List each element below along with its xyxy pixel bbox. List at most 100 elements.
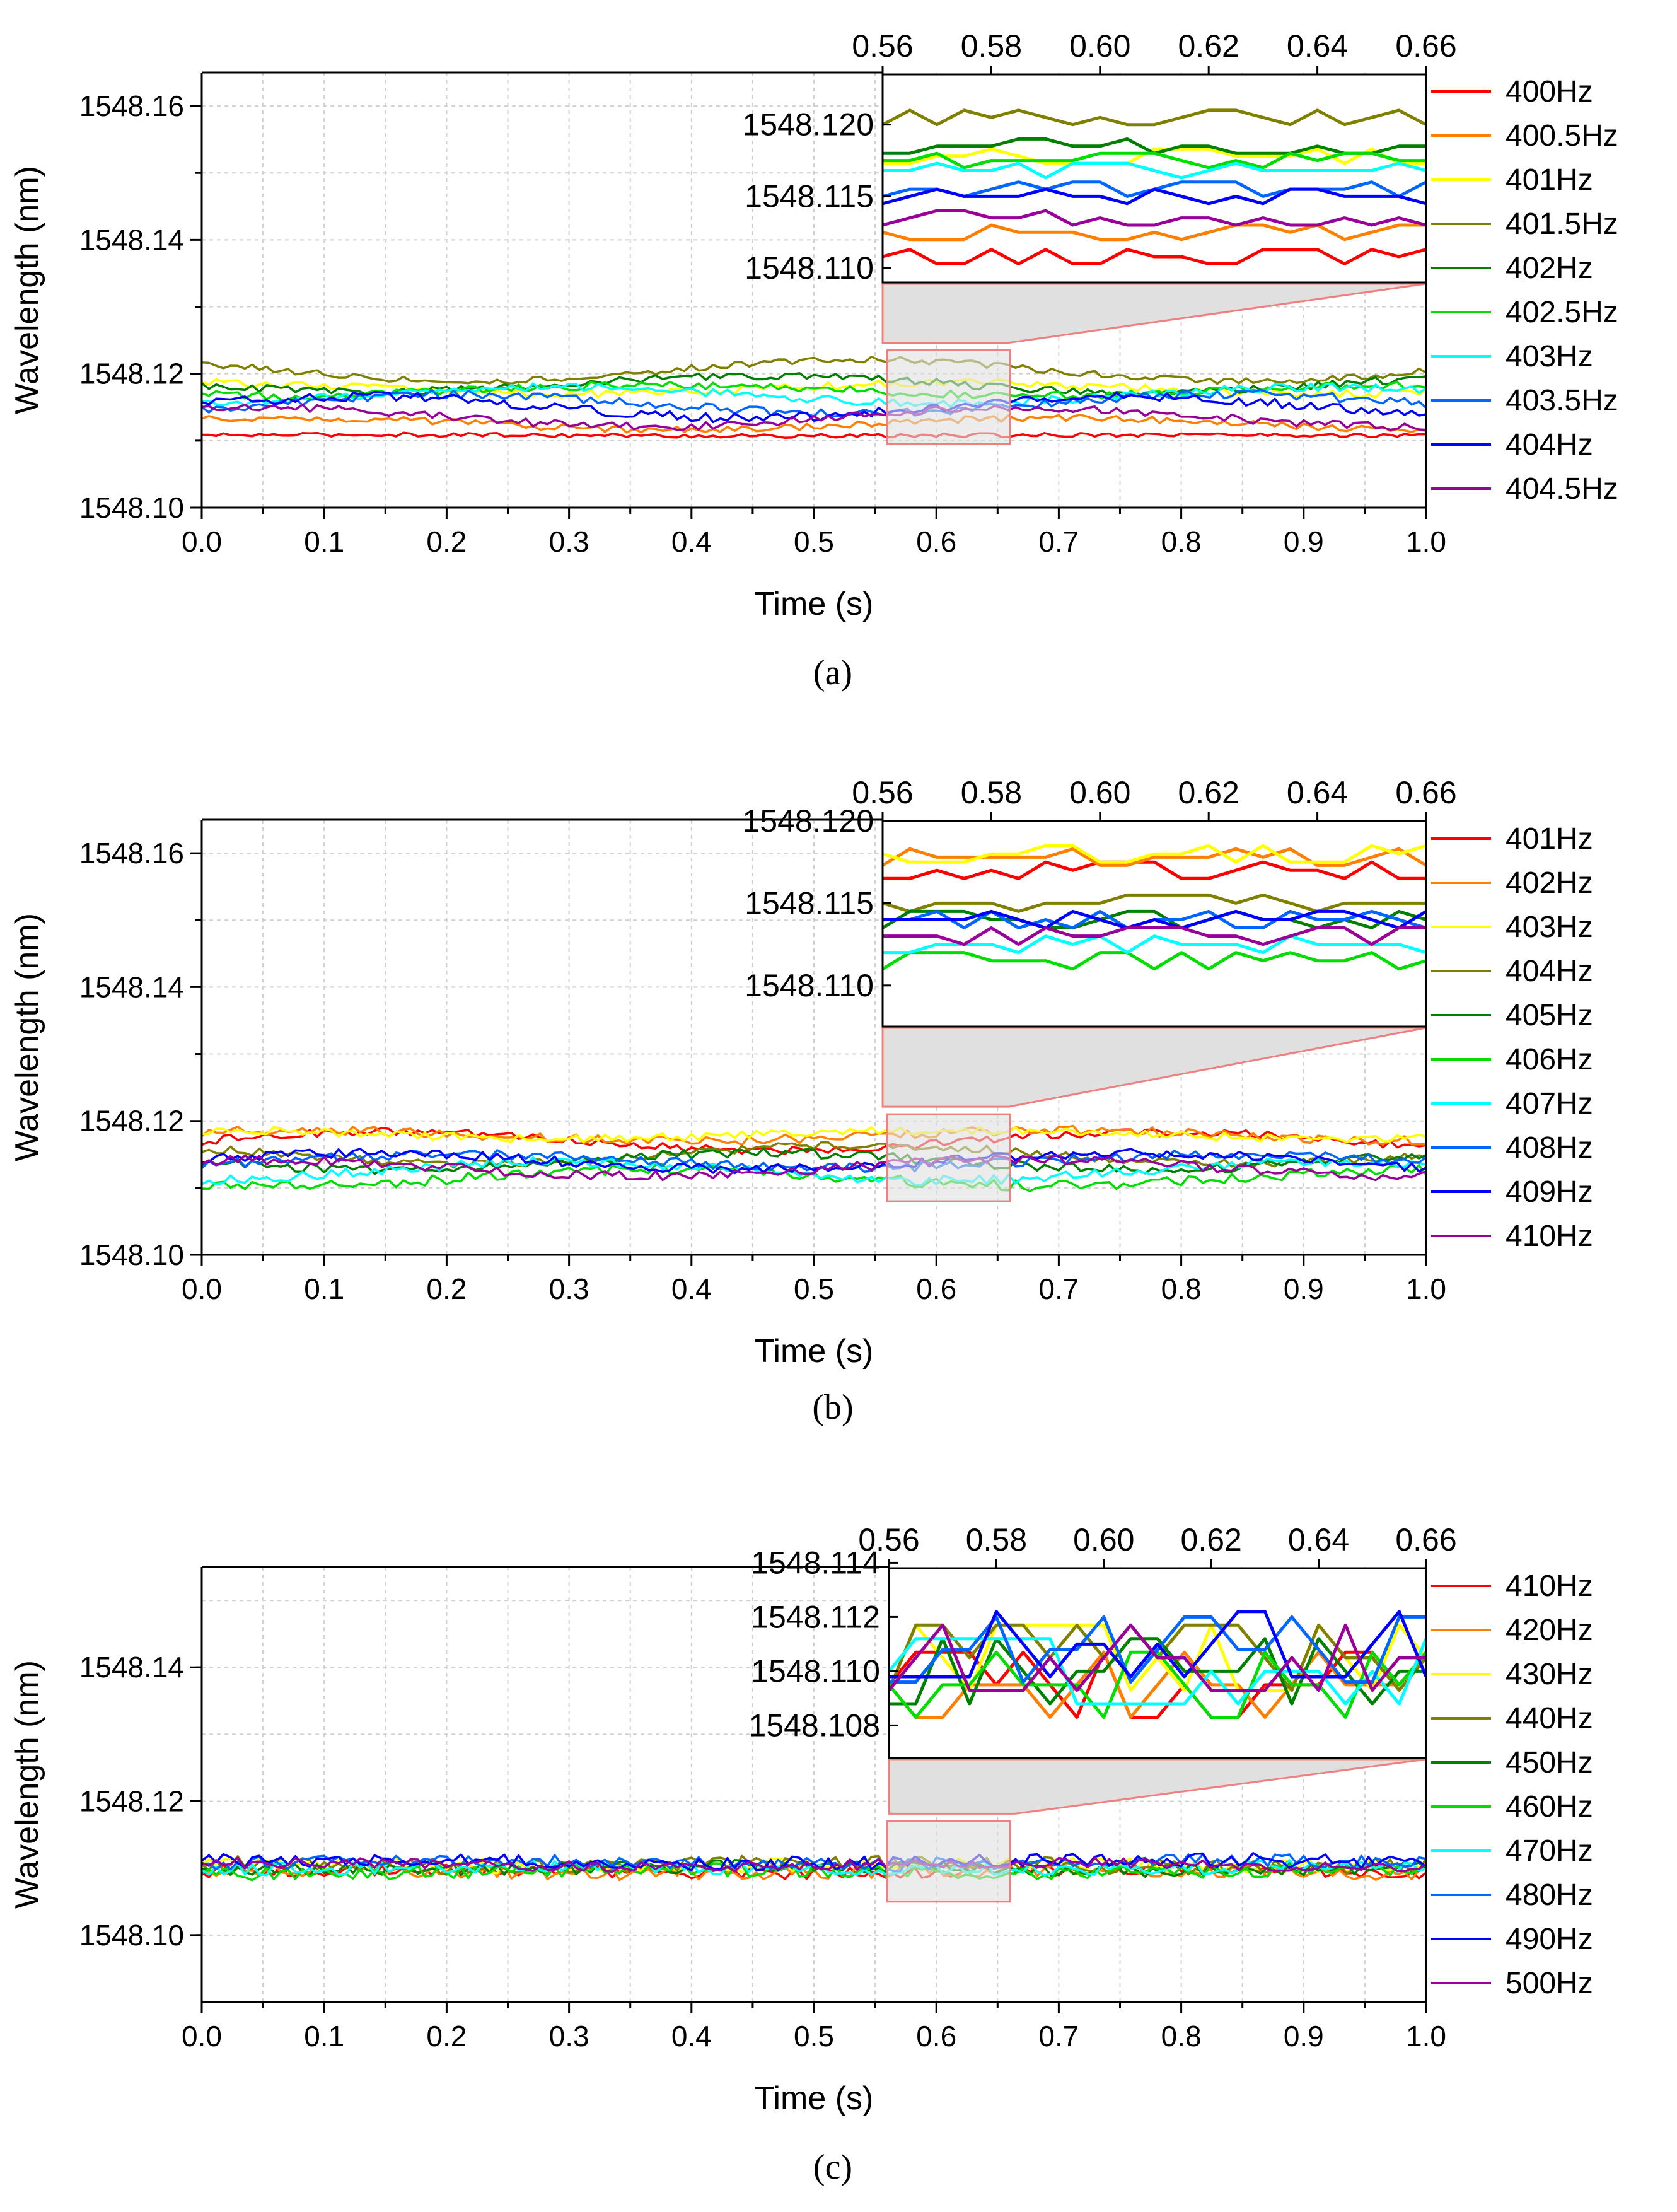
zoom-connector [881, 282, 1427, 344]
zoom-connector [881, 1027, 1427, 1108]
series-line-404Hz [201, 390, 1427, 424]
inset-x-tick-label: 0.64 [1287, 28, 1348, 64]
inset-x-tick-label: 0.60 [1069, 28, 1130, 64]
y-tick-label: 1548.14 [79, 223, 184, 256]
x-tick-label: 1.0 [1406, 2020, 1446, 2052]
legend-label: 403Hz [1506, 911, 1593, 944]
legend-label: 405Hz [1506, 999, 1593, 1032]
inset-y-tick-label: 1548.108 [748, 1708, 880, 1743]
inset-series-line-403Hz [883, 844, 1426, 864]
inset-series-group [889, 1610, 1426, 1719]
legend: 410Hz 420Hz 430Hz 440Hz 450Hz 460Hz 470Hz 480Hz… [1431, 1569, 1593, 2000]
x-tick-label: 0.0 [182, 525, 222, 558]
chart-panel-2: 0.0 0.1 0.2 0.3 0.4 0.5 0.6 0.7 0.8 0.9 1.0 1548.10… [9, 1522, 1593, 2187]
x-tick-label: 0.6 [916, 1272, 956, 1305]
inset-y-tick-label: 1548.120 [742, 803, 874, 839]
x-tick-label: 0.9 [1284, 2020, 1324, 2052]
series-line-401Hz [201, 378, 1427, 399]
inset-frame [881, 73, 1427, 284]
series-line-407Hz [201, 1156, 1427, 1186]
legend-label: 406Hz [1506, 1043, 1593, 1076]
chart-panel-1: 0.0 0.1 0.2 0.3 0.4 0.5 0.6 0.7 0.8 0.9 1.0 1548.10… [9, 775, 1593, 1427]
inset-y-tick-label: 1548.110 [745, 968, 874, 1003]
x-axis-label: Time (s) [755, 1333, 874, 1370]
legend-label: 407Hz [1506, 1087, 1593, 1121]
legend-label: 400Hz [1506, 75, 1593, 108]
series-line-400.5Hz [201, 414, 1427, 434]
inset-frame [888, 1567, 1427, 1759]
inset-frame [881, 820, 1427, 1028]
panel-caption: (b) [812, 1388, 853, 1427]
inset-series-line-401Hz [883, 147, 1426, 165]
series-line-401.5Hz [201, 355, 1427, 385]
x-tick-label: 0.2 [426, 525, 467, 558]
y-tick-label: 1548.10 [79, 491, 184, 524]
inset-x-tick-label: 0.56 [852, 28, 913, 64]
legend-label: 409Hz [1506, 1175, 1593, 1209]
inset-background [883, 821, 1426, 1027]
inset-y-tick-label: 1548.115 [745, 178, 874, 214]
panel-caption: (a) [813, 653, 852, 692]
legend-label: 404Hz [1506, 955, 1593, 988]
x-axis-label: Time (s) [755, 2080, 874, 2117]
series-line-500Hz [201, 1856, 1427, 1873]
inset-y-tick-label: 1548.110 [751, 1653, 880, 1689]
legend-label: 460Hz [1506, 1790, 1593, 1824]
legend-label: 410Hz [1506, 1569, 1593, 1603]
inset-series-group [883, 844, 1426, 971]
inset-x-tick-label: 0.62 [1178, 28, 1239, 64]
inset-series-line-400Hz [883, 248, 1426, 265]
inset-y-tick-label: 1548.112 [751, 1599, 880, 1634]
inset-series-line-401Hz [883, 860, 1426, 880]
x-tick-label: 1.0 [1406, 525, 1446, 558]
legend-label: 402Hz [1506, 866, 1593, 900]
x-tick-label: 0.8 [1161, 2020, 1202, 2052]
legend-label: 404.5Hz [1506, 472, 1618, 506]
inset-x-tick-label: 0.66 [1395, 1522, 1456, 1557]
legend-label: 470Hz [1506, 1834, 1593, 1868]
y-tick-label: 1548.10 [79, 1238, 184, 1271]
y-tick-label: 1548.12 [79, 358, 184, 390]
x-tick-label: 0.7 [1038, 2020, 1079, 2052]
inset-series-line-405Hz [883, 909, 1426, 929]
legend-label: 401Hz [1506, 163, 1593, 197]
inset-x-tick-label: 0.60 [1069, 775, 1130, 810]
legend-label: 402Hz [1506, 252, 1593, 285]
legend: 400Hz 400.5Hz 401Hz 401.5Hz 402Hz 402.5Hz 403H… [1431, 75, 1618, 506]
legend-label: 401Hz [1506, 822, 1593, 856]
inset-background [883, 74, 1426, 282]
series-line-403Hz [201, 1126, 1427, 1143]
x-tick-label: 1.0 [1406, 1272, 1446, 1305]
series-line-400Hz [202, 431, 1427, 439]
x-tick-label: 0.2 [426, 1272, 467, 1305]
series-line-409Hz [201, 1148, 1427, 1175]
legend-label: 404Hz [1506, 428, 1593, 462]
inset-y-tick-label: 1548.114 [751, 1545, 880, 1580]
inset-plot: 0.56 0.58 0.60 0.62 0.64 0.66 1548.108 1548.110… [748, 1522, 1457, 1759]
x-tick-label: 0.0 [182, 1272, 222, 1305]
chart-panel-0: 0.0 0.1 0.2 0.3 0.4 0.5 0.6 0.7 0.8 0.9 1.0 1548.10… [9, 28, 1618, 692]
inset-series-line-500Hz [889, 1623, 1426, 1692]
zoom-region-box [886, 349, 1011, 445]
legend-label: 440Hz [1506, 1702, 1593, 1735]
inset-x-tick-label: 0.62 [1181, 1522, 1242, 1557]
series-line-402Hz [200, 1124, 1427, 1146]
series-group [200, 355, 1427, 439]
legend-label: 403Hz [1506, 340, 1593, 373]
inset-series-line-460Hz [889, 1650, 1426, 1719]
x-tick-label: 0.5 [794, 525, 834, 558]
inset-x-tick-label: 0.56 [858, 1522, 919, 1557]
inset-series-line-406Hz [883, 951, 1426, 971]
series-line-403Hz [201, 382, 1427, 409]
inset-x-tick-label: 0.62 [1178, 775, 1239, 810]
inset-x-tick-label: 0.64 [1287, 775, 1348, 810]
x-tick-label: 0.0 [182, 2020, 222, 2052]
y-tick-label: 1548.16 [79, 90, 184, 122]
x-tick-label: 0.5 [794, 1272, 834, 1305]
inset-series-line-450Hz [889, 1637, 1426, 1706]
inset-plot: 0.56 0.58 0.60 0.62 0.64 0.66 1548.110 1548.115… [742, 775, 1457, 1028]
x-tick-label: 0.1 [304, 2020, 344, 2052]
x-tick-label: 0.6 [916, 525, 956, 558]
x-tick-label: 0.4 [671, 1272, 712, 1305]
inset-series-line-404.5Hz [883, 209, 1426, 227]
